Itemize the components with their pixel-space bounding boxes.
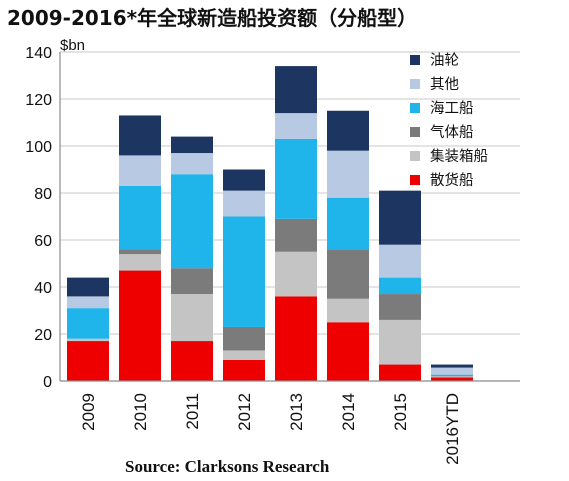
bar-segment	[171, 174, 213, 269]
bar-segment	[275, 113, 317, 139]
bar-segment	[275, 218, 317, 252]
legend-swatch	[410, 151, 420, 161]
bar-segment	[379, 277, 421, 295]
bar-segment	[327, 150, 369, 198]
bars	[67, 66, 473, 381]
bar-segment	[327, 298, 369, 323]
bar-segment	[431, 375, 473, 377]
y-tick-label: 0	[43, 374, 52, 391]
bar-segment	[275, 296, 317, 381]
legend-label: 散货船	[430, 172, 474, 189]
bar-segment	[275, 66, 317, 114]
y-tick-label: 80	[34, 186, 52, 203]
bar-segment	[275, 138, 317, 219]
legend-swatch	[410, 55, 420, 65]
bar-segment	[119, 185, 161, 250]
bar-segment	[223, 216, 265, 327]
bar-segment	[223, 190, 265, 217]
bar-segment	[119, 254, 161, 271]
x-tick-label: 2015	[391, 393, 410, 431]
bar-segment	[223, 169, 265, 191]
bar-segment	[431, 376, 473, 378]
bar-segment	[327, 249, 369, 299]
legend-swatch	[410, 79, 420, 89]
bar-segment	[119, 155, 161, 186]
legend-label: 油轮	[430, 52, 459, 69]
x-tick-label: 2012	[235, 393, 254, 431]
bar-segment	[67, 308, 109, 339]
bar-segment	[67, 338, 109, 342]
source-annotation: Source: Clarksons Research	[125, 457, 330, 476]
legend-label: 海工船	[430, 100, 474, 117]
legend-swatch	[410, 103, 420, 113]
chart-title: 2009-2016*年全球新造船投资额（分船型）	[7, 6, 417, 30]
x-tick-label: 2013	[287, 393, 306, 431]
bar-segment	[379, 294, 421, 320]
bar-segment	[327, 197, 369, 250]
bar-segment	[275, 251, 317, 297]
bar-segment	[171, 153, 213, 175]
x-tick-label: 2011	[183, 393, 202, 430]
y-tick-label: 40	[34, 280, 52, 297]
bar-segment	[327, 322, 369, 381]
y-axis-ticks: 0 20 40 60 80 100 120 140	[25, 45, 52, 391]
bar-segment	[379, 190, 421, 245]
legend-swatch	[410, 127, 420, 137]
bar-segment	[431, 374, 473, 376]
bar-segment	[67, 277, 109, 297]
bar-segment	[171, 136, 213, 154]
bar-segment	[119, 249, 161, 255]
legend-label: 集装箱船	[430, 148, 488, 165]
bar-segment	[327, 110, 369, 151]
bar-segment	[119, 115, 161, 156]
bar-segment	[379, 244, 421, 278]
bar-segment	[379, 319, 421, 365]
y-tick-label: 140	[25, 45, 52, 62]
y-tick-label: 120	[25, 92, 52, 109]
bar-segment	[431, 367, 473, 375]
plot-frame	[59, 52, 520, 382]
y-tick-label: 100	[25, 139, 52, 156]
bar-segment	[223, 326, 265, 351]
legend-label: 其他	[430, 76, 459, 93]
bar-segment	[67, 296, 109, 309]
bar-segment	[379, 364, 421, 381]
bar-segment	[431, 377, 473, 381]
bar-segment	[223, 350, 265, 360]
bar-segment	[171, 268, 213, 295]
legend-label: 气体船	[430, 124, 474, 141]
x-tick-label: 2014	[339, 393, 358, 431]
legend-swatch	[410, 175, 420, 185]
y-tick-label: 20	[34, 327, 52, 344]
x-tick-label: 2016YTD	[443, 393, 462, 465]
bar-segment	[223, 359, 265, 381]
y-axis-unit: $bn	[60, 37, 85, 54]
bar-segment	[171, 341, 213, 381]
bar-segment	[67, 341, 109, 381]
bar-segment	[119, 270, 161, 381]
y-tick-label: 60	[34, 233, 52, 250]
x-tick-label: 2010	[131, 393, 150, 431]
x-axis-ticks: 2009 2010 2011 2012 2013 2014 2015 2016YTD	[79, 393, 462, 465]
bar-segment	[431, 364, 473, 368]
bar-segment	[171, 294, 213, 342]
x-tick-label: 2009	[79, 393, 98, 431]
